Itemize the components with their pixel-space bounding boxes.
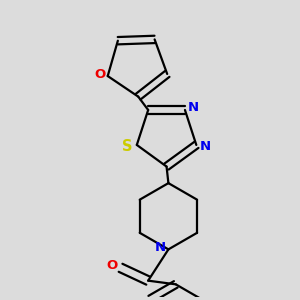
Text: S: S <box>122 139 133 154</box>
Text: O: O <box>107 260 118 272</box>
Text: O: O <box>95 68 106 81</box>
Text: N: N <box>188 100 199 113</box>
Text: N: N <box>200 140 211 153</box>
Text: N: N <box>155 241 166 254</box>
